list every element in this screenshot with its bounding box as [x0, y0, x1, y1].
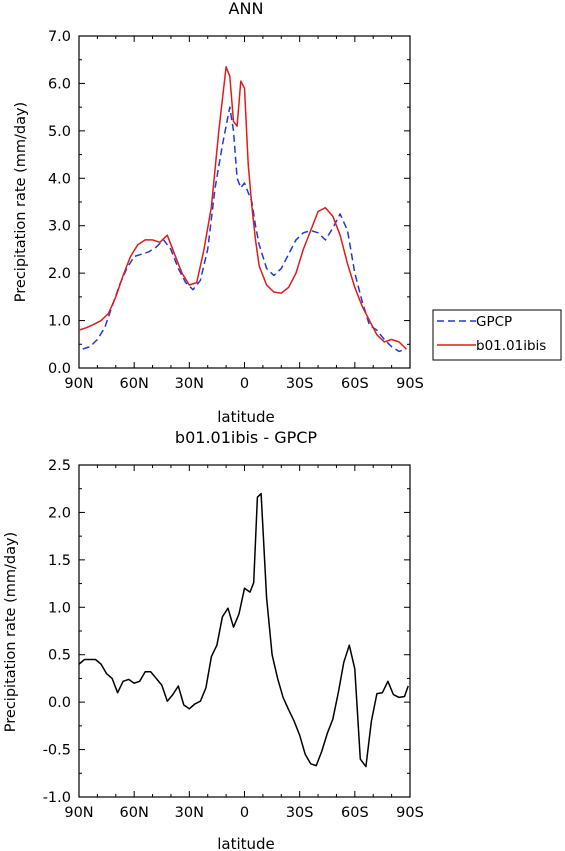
bottom-series-group [78, 492, 409, 768]
top-axes: 90N 60N 30N 0 30S 60S 90S 0.0 1.0 2.0 3.0 4.0 5.0 6.0… [48, 29, 424, 392]
top-y-tick-label: 6.0 [48, 76, 71, 92]
top-series-b01-01ibis-line [78, 66, 407, 350]
bottom-y-tick-label: -0.5 [43, 743, 71, 759]
legend-gpcp-label: GPCP [476, 314, 512, 330]
bottom-x-tick-label: 60N [120, 805, 149, 821]
bottom-y-tick-label: 1.0 [48, 600, 71, 616]
bottom-panel: b01.01ibis - GPCP 90N 60N 30N 0 30S 60S 90S 2.5… [3, 428, 424, 851]
bottom-y-tick-label: 2.5 [48, 458, 71, 474]
bottom-plot-frame [78, 464, 411, 798]
top-x-axis-label: latitude [217, 408, 275, 426]
bottom-series-0-line [78, 492, 409, 768]
bottom-x-tick-label: 30S [286, 805, 314, 821]
top-y-tick-label: 4.0 [48, 171, 71, 187]
top-x-tick-label: 90N [64, 376, 93, 392]
top-series-gpcp-line [82, 106, 407, 353]
bottom-y-tick-label: 1.5 [48, 553, 71, 569]
legend-box [432, 309, 562, 361]
top-y-tick-label: 0.0 [48, 361, 71, 377]
top-y-tick-label: 2.0 [48, 266, 71, 282]
bottom-y-tick-label: -1.0 [43, 790, 71, 806]
top-y-tick-label: 3.0 [48, 219, 71, 235]
bottom-x-tick-label: 90N [64, 805, 93, 821]
top-x-tick-label: 90S [396, 376, 424, 392]
bottom-y-tick-label: 0.5 [48, 648, 71, 664]
bottom-y-tick-label: 0.0 [48, 695, 71, 711]
bottom-x-tick-label: 60S [341, 805, 369, 821]
bottom-x-tick-label: 30N [175, 805, 204, 821]
top-x-tick-label: 0 [240, 376, 249, 392]
bottom-chart-title: b01.01ibis - GPCP [175, 428, 318, 447]
bottom-x-axis-label: latitude [217, 835, 275, 851]
top-series-group [78, 66, 407, 353]
top-chart-title: ANN [229, 0, 264, 18]
bottom-y-axis-label: Precipitation rate (mm/day) [3, 532, 19, 732]
top-y-tick-label: 7.0 [48, 29, 71, 45]
top-panel: ANN 90N 60N 30N 0 30S 60S 90S 0.0 1.0 2.0 3.0 4.0 5.… [13, 0, 562, 426]
top-x-tick-label: 60N [120, 376, 149, 392]
top-y-axis-label: Precipitation rate (mm/day) [13, 102, 29, 302]
bottom-axes: 90N 60N 30N 0 30S 60S 90S 2.5 2.0 1.5 1.0 0.5 0.0 -0.… [43, 458, 424, 821]
top-x-tick-label: 30N [175, 376, 204, 392]
legend-model-label: b01.01ibis [476, 338, 546, 354]
bottom-y-tick-label: 2.0 [48, 505, 71, 521]
top-plot-frame [78, 35, 411, 369]
bottom-x-tick-label: 0 [240, 805, 249, 821]
top-y-tick-label: 5.0 [48, 124, 71, 140]
legend: GPCP b01.01ibis [432, 309, 562, 361]
top-x-tick-label: 60S [341, 376, 369, 392]
top-y-tick-label: 1.0 [48, 314, 71, 330]
top-x-tick-label: 30S [286, 376, 314, 392]
bottom-x-tick-label: 90S [396, 805, 424, 821]
